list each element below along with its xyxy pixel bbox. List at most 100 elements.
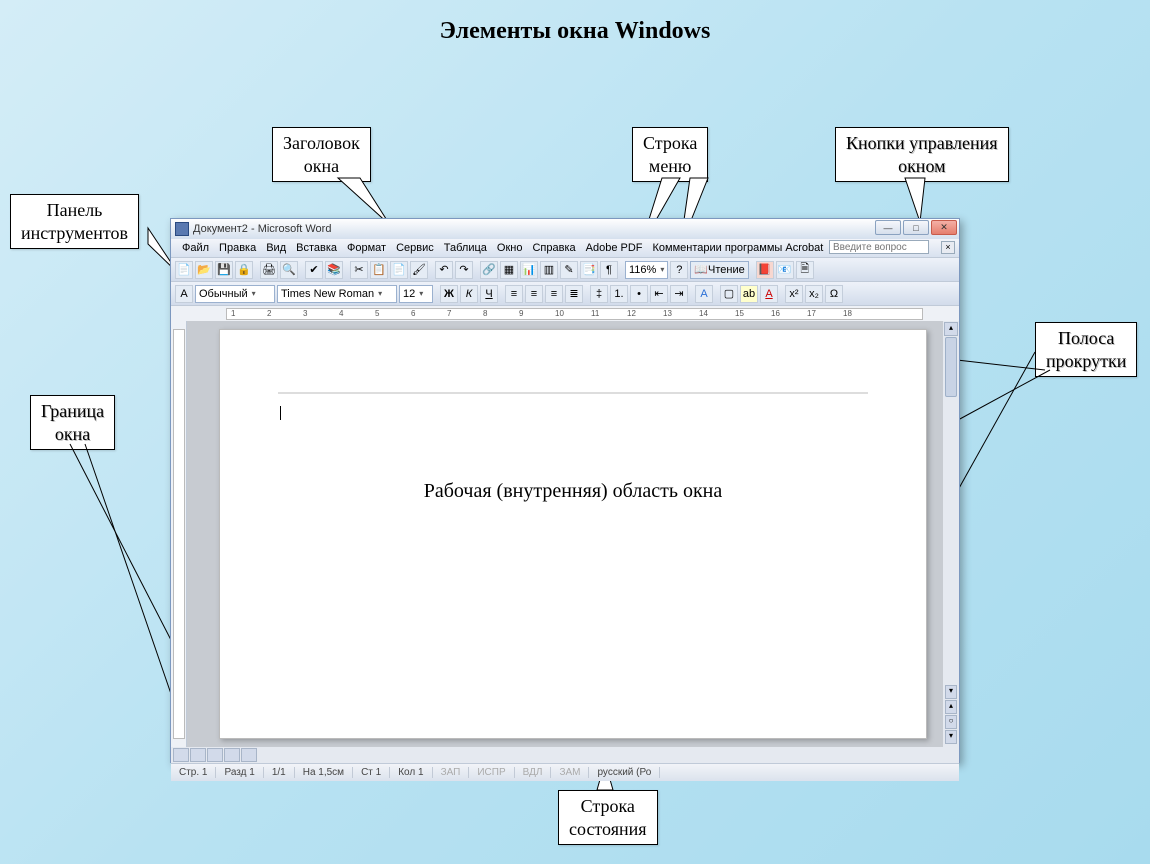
line-spacing-icon[interactable]: ‡	[590, 285, 608, 303]
columns-icon[interactable]: ▥	[540, 261, 558, 279]
outline-view-icon[interactable]	[224, 748, 240, 762]
redo-icon[interactable]: ↷	[455, 261, 473, 279]
italic-icon[interactable]: К	[460, 285, 478, 303]
highlight-icon[interactable]: ab	[740, 285, 758, 303]
ruler-tick: 14	[699, 309, 708, 318]
reading-layout-button[interactable]: 📖 Чтение	[690, 261, 748, 279]
subscript-icon[interactable]: x₂	[805, 285, 823, 303]
ask-question-input[interactable]	[829, 240, 929, 254]
undo-icon[interactable]: ↶	[435, 261, 453, 279]
increase-indent-icon[interactable]: ⇥	[670, 285, 688, 303]
window-title: Документ2 - Microsoft Word	[193, 223, 331, 235]
zoom-combo[interactable]: 116%▾	[625, 261, 668, 279]
status-ovr[interactable]: ЗАМ	[551, 767, 589, 778]
preview-icon[interactable]: 🔍	[280, 261, 298, 279]
symbol-icon[interactable]: Ω	[825, 285, 843, 303]
font-grow-icon[interactable]: A	[695, 285, 713, 303]
hyperlink-icon[interactable]: 🔗	[480, 261, 498, 279]
menu-file[interactable]: Файл	[177, 242, 214, 254]
vertical-scrollbar[interactable]: ▴ ▾ ▴ ○ ▾	[943, 321, 959, 747]
status-page[interactable]: Стр. 1	[171, 767, 216, 778]
numbering-icon[interactable]: 1.	[610, 285, 628, 303]
table-icon[interactable]: ▦	[500, 261, 518, 279]
styles-pane-icon[interactable]: A	[175, 285, 193, 303]
font-color-icon[interactable]: A	[760, 285, 778, 303]
superscript-icon[interactable]: x²	[785, 285, 803, 303]
cut-icon[interactable]: ✂	[350, 261, 368, 279]
style-combo[interactable]: Обычный▾	[195, 285, 275, 303]
menu-adobe-pdf[interactable]: Adobe PDF	[581, 242, 648, 254]
horizontal-scrollbar[interactable]	[171, 747, 959, 763]
ruler-tick: 10	[555, 309, 564, 318]
ruler-tick: 2	[267, 309, 271, 318]
help-icon[interactable]: ?	[670, 261, 688, 279]
print-icon[interactable]: 🖨	[260, 261, 278, 279]
ruler-tick: 7	[447, 309, 451, 318]
minimize-button[interactable]: —	[875, 220, 901, 235]
menu-edit[interactable]: Правка	[214, 242, 261, 254]
research-icon[interactable]: 📚	[325, 261, 343, 279]
excel-icon[interactable]: 📊	[520, 261, 538, 279]
status-at[interactable]: На 1,5см	[295, 767, 353, 778]
status-lang[interactable]: русский (Ро	[589, 767, 660, 778]
align-center-icon[interactable]: ≡	[525, 285, 543, 303]
browse-object-icon[interactable]: ○	[945, 715, 957, 729]
justify-icon[interactable]: ≣	[565, 285, 583, 303]
decrease-indent-icon[interactable]: ⇤	[650, 285, 668, 303]
workarea-label: Рабочая (внутренняя) область окна	[220, 480, 926, 503]
borders-icon[interactable]: ▢	[720, 285, 738, 303]
docmap-icon[interactable]: 📑	[580, 261, 598, 279]
menu-table[interactable]: Таблица	[439, 242, 492, 254]
font-combo[interactable]: Times New Roman▾	[277, 285, 397, 303]
pdf-review-icon[interactable]: 🗎	[796, 261, 814, 279]
status-line[interactable]: Ст 1	[353, 767, 390, 778]
pdf-mail-icon[interactable]: 📧	[776, 261, 794, 279]
spellcheck-icon[interactable]: ✔	[305, 261, 323, 279]
format-painter-icon[interactable]: 🖌	[410, 261, 428, 279]
vertical-ruler[interactable]	[171, 321, 187, 747]
save-icon[interactable]: 💾	[215, 261, 233, 279]
align-right-icon[interactable]: ≡	[545, 285, 563, 303]
scroll-thumb[interactable]	[945, 337, 957, 397]
bold-icon[interactable]: Ж	[440, 285, 458, 303]
scroll-down-icon[interactable]: ▾	[945, 685, 957, 699]
menu-acrobat-comments[interactable]: Комментарии программы Acrobat	[648, 242, 829, 254]
title-bar[interactable]: Документ2 - Microsoft Word — □ ✕	[171, 219, 959, 239]
underline-icon[interactable]: Ч	[480, 285, 498, 303]
bullets-icon[interactable]: •	[630, 285, 648, 303]
menu-insert[interactable]: Вставка	[291, 242, 342, 254]
menu-window[interactable]: Окно	[492, 242, 528, 254]
open-icon[interactable]: 📂	[195, 261, 213, 279]
page[interactable]: Рабочая (внутренняя) область окна	[219, 329, 927, 739]
reading-view-icon[interactable]	[241, 748, 257, 762]
normal-view-icon[interactable]	[173, 748, 189, 762]
menu-view[interactable]: Вид	[261, 242, 291, 254]
status-section[interactable]: Разд 1	[216, 767, 263, 778]
status-col[interactable]: Кол 1	[390, 767, 432, 778]
menu-help[interactable]: Справка	[527, 242, 580, 254]
web-view-icon[interactable]	[190, 748, 206, 762]
status-ext[interactable]: ВДЛ	[515, 767, 552, 778]
doc-close-button[interactable]: ×	[941, 241, 955, 254]
horizontal-ruler[interactable]: 123456789101112131415161718	[171, 305, 959, 321]
drawing-icon[interactable]: ✎	[560, 261, 578, 279]
pdf-convert-icon[interactable]: 📕	[756, 261, 774, 279]
show-para-icon[interactable]: ¶	[600, 261, 618, 279]
prev-page-icon[interactable]: ▴	[945, 700, 957, 714]
align-left-icon[interactable]: ≡	[505, 285, 523, 303]
print-view-icon[interactable]	[207, 748, 223, 762]
maximize-button[interactable]: □	[903, 220, 929, 235]
permission-icon[interactable]: 🔒	[235, 261, 253, 279]
fontsize-combo[interactable]: 12▾	[399, 285, 433, 303]
scroll-up-icon[interactable]: ▴	[944, 322, 958, 336]
next-page-icon[interactable]: ▾	[945, 730, 957, 744]
paste-icon[interactable]: 📄	[390, 261, 408, 279]
copy-icon[interactable]: 📋	[370, 261, 388, 279]
status-trk[interactable]: ИСПР	[469, 767, 514, 778]
menu-format[interactable]: Формат	[342, 242, 391, 254]
close-button[interactable]: ✕	[931, 220, 957, 235]
status-rec[interactable]: ЗАП	[433, 767, 470, 778]
new-doc-icon[interactable]: 📄	[175, 261, 193, 279]
status-pagecount[interactable]: 1/1	[264, 767, 295, 778]
menu-tools[interactable]: Сервис	[391, 242, 439, 254]
